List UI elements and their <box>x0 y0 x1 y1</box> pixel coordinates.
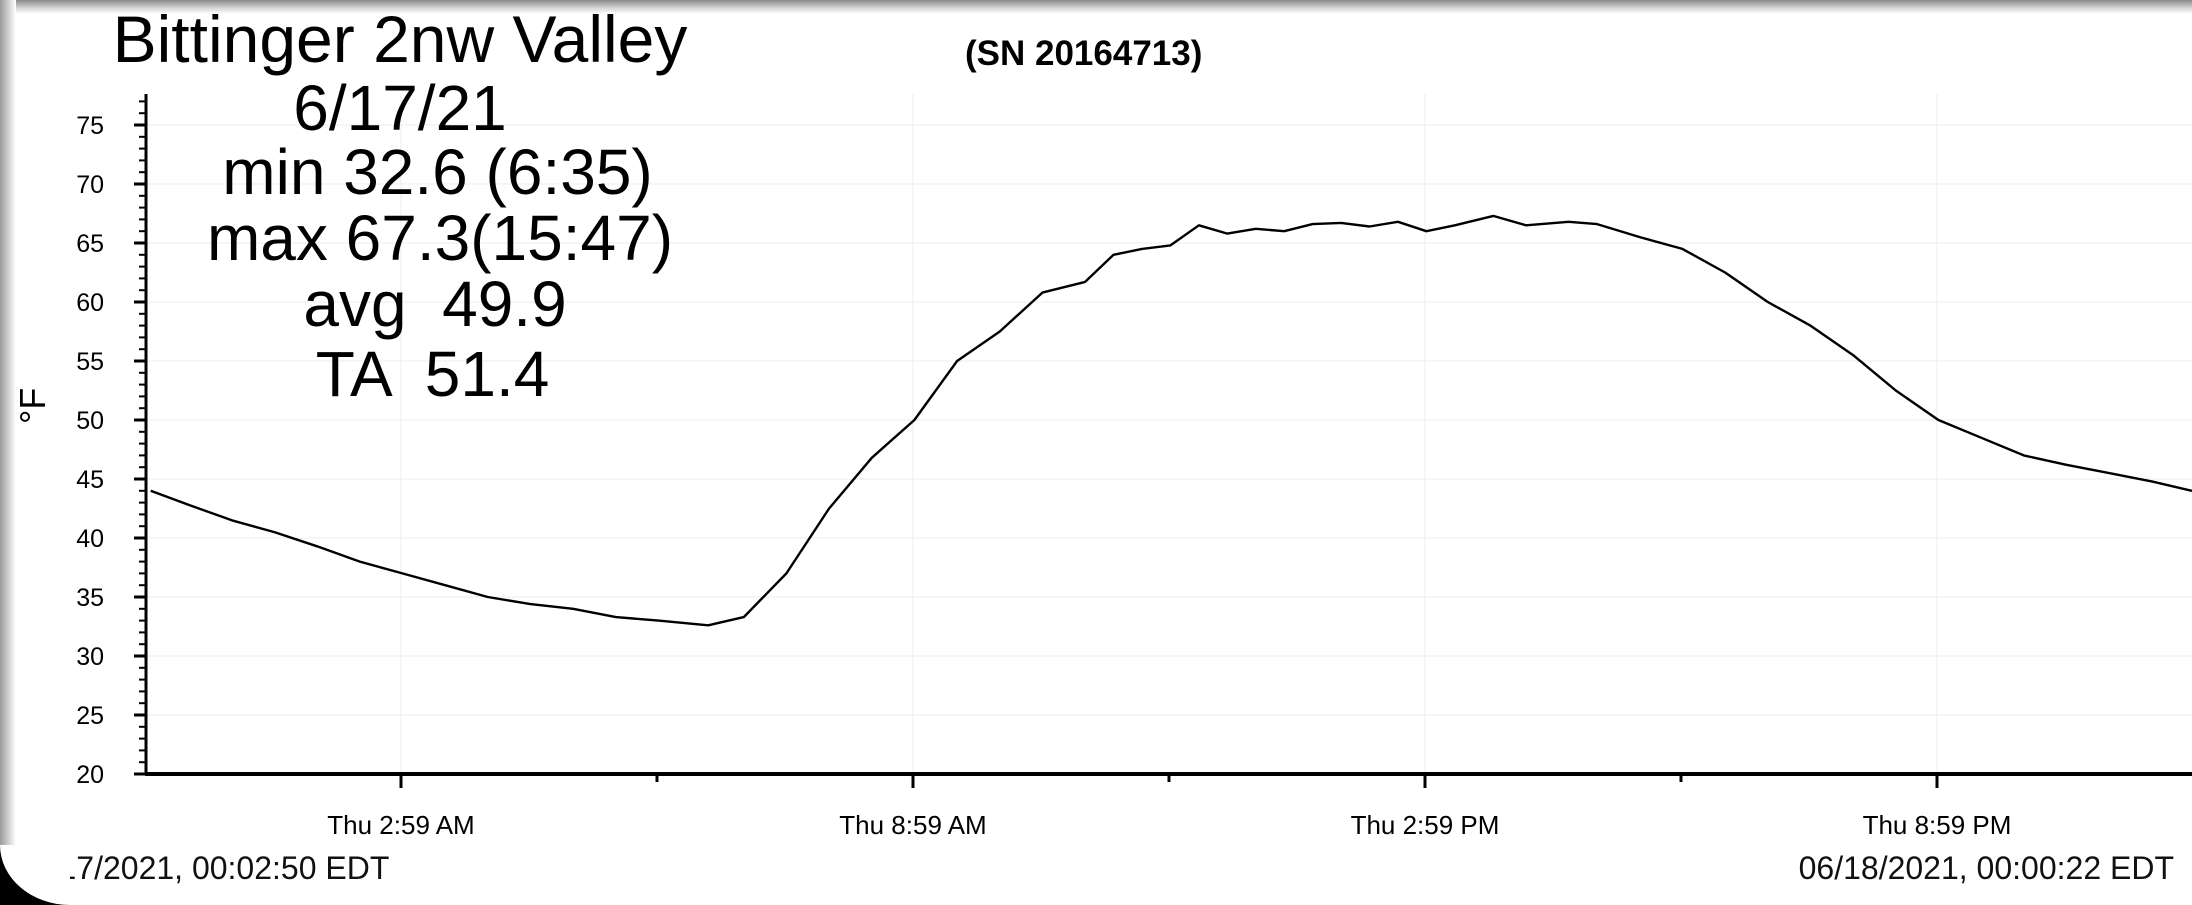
y-tick-label: 45 <box>76 466 104 494</box>
y-tick-label: 60 <box>76 289 104 317</box>
y-axis-ticks: 20 25 30 35 40 45 50 55 60 65 70 75 <box>76 100 146 789</box>
start-timestamp: 06/17/2021, 00:02:50 EDT <box>14 850 390 886</box>
max-reading: max 67.3(15:47) <box>206 202 674 274</box>
x-tick-label: Thu 2:59 PM <box>1351 810 1500 840</box>
y-axis-label: °F <box>12 387 53 424</box>
min-reading: min 32.6 (6:35) <box>222 136 653 208</box>
x-tick-label: Thu 2:59 AM <box>327 810 474 840</box>
y-tick-label: 30 <box>76 643 104 671</box>
y-tick-label: 40 <box>76 525 104 553</box>
x-tick-label: Thu 8:59 AM <box>839 810 986 840</box>
y-tick-label: 25 <box>76 702 104 730</box>
y-tick-label: 65 <box>76 230 104 258</box>
ta-reading: TA 51.4 <box>315 338 550 410</box>
left-edge-shadow <box>0 0 16 905</box>
y-tick-label: 35 <box>76 584 104 612</box>
end-timestamp: 06/18/2021, 00:00:22 EDT <box>1798 850 2174 886</box>
serial-number: (SN 20164713) <box>965 34 1203 73</box>
station-title: Bittinger 2nw Valley <box>112 2 688 76</box>
avg-reading: avg 49.9 <box>303 268 567 340</box>
chart-grid <box>146 94 2192 775</box>
y-tick-label: 50 <box>76 407 104 435</box>
y-tick-label: 70 <box>76 171 104 199</box>
y-tick-label: 75 <box>76 112 104 140</box>
top-shadow-bar <box>0 0 2192 14</box>
x-axis-ticks: Thu 2:59 AM Thu 8:59 AM Thu 2:59 PM Thu 8:5… <box>327 774 2011 840</box>
x-tick-label: Thu 8:59 PM <box>1863 810 2012 840</box>
bottom-left-corner-shape <box>0 845 70 905</box>
station-date: 6/17/21 <box>293 72 507 144</box>
temperature-series-line <box>150 214 2192 627</box>
y-tick-label: 55 <box>76 348 104 376</box>
y-tick-label: 20 <box>76 761 104 789</box>
